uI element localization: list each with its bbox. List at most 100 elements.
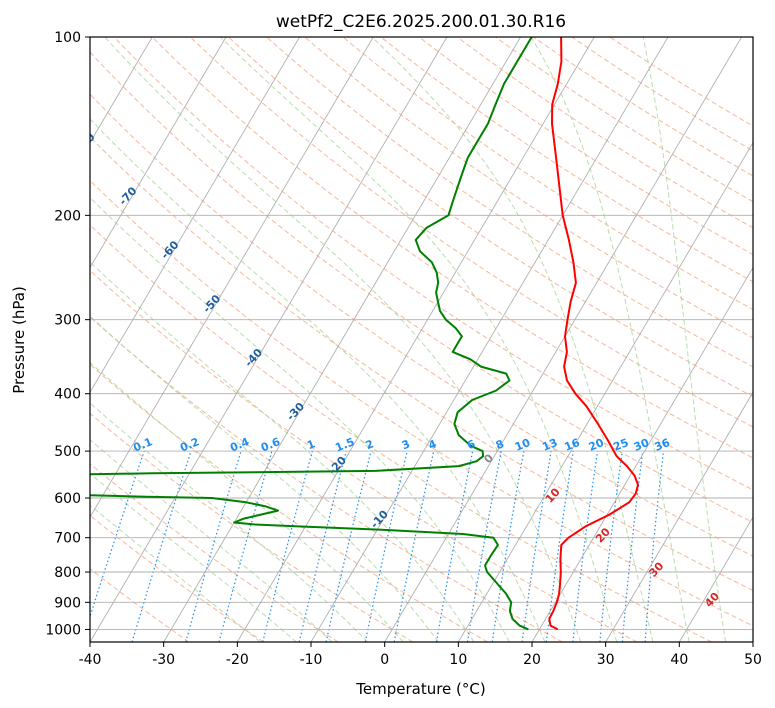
- moist-adiabat-line: [90, 261, 475, 642]
- mixing-ratio-label: 13: [540, 436, 559, 454]
- y-tick-label: 1000: [45, 622, 81, 638]
- mixing-ratio-label: 1.5: [333, 435, 356, 454]
- moist-adiabat-line: [90, 196, 510, 642]
- mixing-ratio-label: 30: [632, 436, 651, 454]
- moist-adiabat-line: [371, 37, 654, 642]
- x-tick-label: -30: [152, 652, 175, 668]
- isotherm-line: [310, 37, 669, 642]
- x-tick-label: -20: [226, 652, 249, 668]
- x-tick-label: 20: [523, 652, 541, 668]
- moist-adiabat-line: [530, 37, 690, 642]
- dry-adiabat-label: 40: [702, 590, 722, 610]
- mixing-ratio-label: 8: [494, 437, 506, 452]
- moist-adiabat-line: [90, 402, 369, 642]
- moist-adiabat-line: [90, 361, 404, 642]
- isotherm-label: -30: [284, 400, 307, 424]
- dry-adiabat-line: [342, 37, 753, 311]
- y-tick-label: 500: [54, 444, 81, 460]
- isobars: [90, 37, 753, 630]
- isotherm-label: -40: [242, 346, 265, 370]
- mixing-ratio-label: 0.6: [259, 435, 282, 454]
- dry-adiabat-line: [90, 93, 753, 557]
- inline-labels: 0.1 0.2 0.4 0.6 1 1.5 2 3 4 6 8 10 13 16 20 25 30 36-100-…: [0, 20, 722, 610]
- mixing-ratio-line: [621, 451, 644, 642]
- sounding-profiles: [90, 37, 639, 631]
- isotherm-label: -100: [0, 20, 17, 49]
- dry-adiabat-line: [90, 363, 488, 642]
- temperature-profile: [548, 37, 639, 631]
- y-axis-label: Pressure (hPa): [10, 286, 28, 394]
- mixing-ratio-label: 20: [587, 436, 606, 454]
- isotherm-label: -70: [117, 184, 140, 208]
- moist-adiabat-line: [90, 118, 546, 642]
- isotherm-label: 0: [481, 451, 496, 466]
- dry-adiabat-line: [228, 37, 753, 398]
- dry-adiabat-line: [90, 51, 753, 524]
- y-tick-label: 400: [54, 387, 81, 403]
- dry-adiabat-line: [380, 37, 753, 283]
- dry-adiabat-line: [533, 37, 753, 177]
- moist-adiabat-line: [90, 504, 261, 642]
- dry-adiabat-line: [90, 136, 753, 592]
- isotherm-label: -90: [33, 77, 56, 101]
- isotherm-label: -60: [158, 238, 181, 262]
- isotherm-line: [90, 37, 448, 642]
- dry-adiabat-line: [151, 37, 753, 459]
- y-axis: 100 200 300 400 500 600 700 800 900 1000: [45, 30, 90, 638]
- mixing-ratio-line: [545, 451, 574, 642]
- isotherm-label: -80: [75, 130, 98, 154]
- mixing-ratio-line: [262, 450, 313, 642]
- isotherm-line: [384, 37, 742, 642]
- dry-adiabat-line: [90, 514, 264, 642]
- mixing-ratio-line: [185, 450, 242, 642]
- isotherm-line: [236, 37, 595, 642]
- isotherms: [0, 37, 753, 642]
- mixing-ratio-label: 10: [513, 436, 532, 454]
- mixing-ratio-line: [599, 451, 623, 642]
- isotherm-line: [605, 391, 753, 642]
- dry-adiabat-label: 10: [543, 485, 563, 505]
- dry-adiabat-line: [571, 37, 753, 152]
- isotherm-label: -50: [200, 292, 223, 316]
- dry-adiabat-line: [90, 316, 563, 642]
- dry-adiabat-line: [90, 179, 753, 627]
- mixing-ratio-line: [572, 451, 599, 642]
- x-axis: -40 -30 -20 -10 0 10 20 30 40 50: [79, 642, 762, 668]
- x-tick-label: 0: [380, 652, 389, 668]
- mixing-ratio-line: [218, 450, 273, 642]
- mixing-ratio-line: [90, 450, 145, 619]
- dry-adiabat-line: [609, 37, 753, 127]
- dry-adiabat-line: [304, 37, 753, 339]
- moist-adiabat-line: [90, 439, 333, 642]
- mixing-ratio-line: [364, 450, 408, 642]
- mixing-ratio-label: 6: [465, 437, 477, 452]
- mixing-ratio-line: [298, 450, 347, 642]
- mixing-ratio-label: 0.1: [131, 435, 154, 454]
- isotherm-line: [90, 37, 374, 518]
- x-tick-label: 10: [449, 652, 467, 668]
- moist-adiabat-line: [642, 37, 727, 642]
- dry-adiabat-line: [113, 37, 753, 491]
- moist-adiabat-line: [104, 37, 582, 642]
- y-tick-label: 600: [54, 491, 81, 507]
- y-tick-label: 200: [54, 208, 81, 224]
- dry-adiabat-line: [190, 37, 753, 428]
- mixing-ratio-label: 36: [653, 436, 672, 454]
- moist-adiabat-line: [90, 315, 439, 642]
- mixing-ratio-lines: [90, 450, 665, 642]
- dry-adiabat-line: [90, 568, 190, 642]
- y-tick-label: 100: [54, 30, 81, 46]
- mixing-ratio-label: 16: [562, 436, 581, 454]
- isotherm-line: [163, 37, 521, 642]
- chart-title: wetPf2_C2E6.2025.200.01.30.R16: [276, 12, 566, 32]
- isotherm-line: [90, 37, 300, 394]
- mixing-ratio-line: [131, 450, 192, 642]
- moist-adiabats: [90, 37, 727, 642]
- dry-adiabat-label: 30: [646, 559, 666, 579]
- isotherm-line: [0, 37, 5, 642]
- plot-frame: [89, 36, 754, 643]
- isotherm-label: -20: [326, 454, 349, 478]
- isotherm-line: [90, 37, 227, 269]
- isotherm-line: [90, 37, 153, 144]
- dry-adiabat-line: [90, 412, 414, 642]
